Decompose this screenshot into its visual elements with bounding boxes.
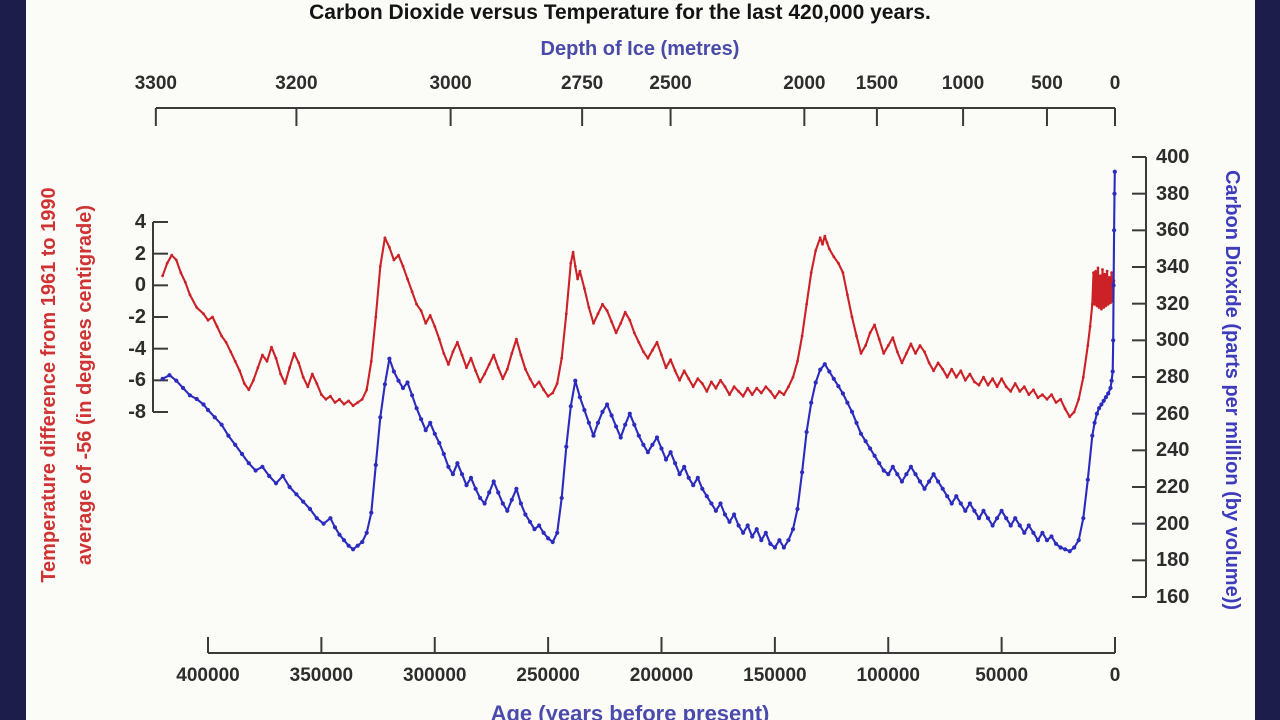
bottom-tick-label: 300000 (403, 665, 467, 686)
left-tick-label: 0 (134, 274, 146, 297)
top-tick-label: 3000 (429, 73, 472, 94)
top-tick-label: 2750 (560, 73, 604, 94)
left-tick-label: -4 (128, 337, 146, 360)
top-tick-label: 1000 (941, 73, 985, 94)
left-tick-label: 2 (134, 242, 146, 265)
bottom-tick-label: 400000 (176, 665, 240, 686)
right-axis-label: Carbon Dioxide (parts per million (by vo… (1221, 169, 1243, 611)
series-temperature-difference (161, 234, 1116, 419)
bottom-axis (207, 637, 1116, 654)
top-tick-label: 0 (1109, 73, 1121, 94)
right-tick-label: 160 (1156, 585, 1190, 608)
chart-panel (26, 0, 1255, 720)
top-tick-label: 2500 (649, 73, 692, 94)
right-tick-label: 380 (1156, 182, 1190, 205)
top-tick-label: 1500 (855, 73, 899, 94)
bottom-tick-label: 200000 (629, 665, 694, 686)
left-tick-label: -8 (128, 400, 146, 423)
right-tick-label: 320 (1156, 292, 1190, 315)
right-tick-label: 200 (1156, 512, 1190, 535)
left-tick-label: -6 (128, 369, 146, 392)
right-tick-label: 220 (1156, 475, 1190, 498)
right-tick-label: 180 (1156, 549, 1190, 572)
bottom-tick-label: 0 (1109, 665, 1121, 686)
right-tick-label: 400 (1156, 146, 1190, 168)
right-tick-label: 280 (1156, 365, 1190, 388)
right-tick-label: 300 (1156, 329, 1190, 352)
right-tick-label: 240 (1156, 439, 1190, 462)
top-tick-label: 500 (1031, 73, 1063, 94)
bottom-tick-label: 150000 (743, 665, 807, 686)
bottom-axis-label: Age (years before present) (490, 701, 770, 720)
bottom-tick-label: 350000 (289, 665, 354, 686)
series-carbon-dioxide (160, 169, 1117, 554)
bottom-tick-label: 50000 (975, 665, 1029, 686)
right-axis (1132, 156, 1147, 598)
top-tick-label: 2000 (783, 73, 826, 94)
left-axis (152, 221, 168, 413)
left-tick-label: -2 (128, 305, 146, 328)
top-axis (154, 107, 1116, 126)
bottom-tick-label: 100000 (856, 665, 920, 686)
top-tick-label: 3200 (275, 73, 318, 94)
right-tick-label: 260 (1156, 402, 1190, 425)
left-tick-label: 4 (134, 211, 146, 233)
top-tick-label: 3300 (134, 73, 177, 94)
bottom-tick-label: 250000 (516, 665, 580, 686)
chart-title: Carbon Dioxide versus Temperature for th… (309, 1, 931, 24)
right-tick-label: 360 (1156, 219, 1190, 242)
right-tick-label: 340 (1156, 255, 1190, 278)
top-axis-label: Depth of Ice (metres) (540, 38, 740, 60)
